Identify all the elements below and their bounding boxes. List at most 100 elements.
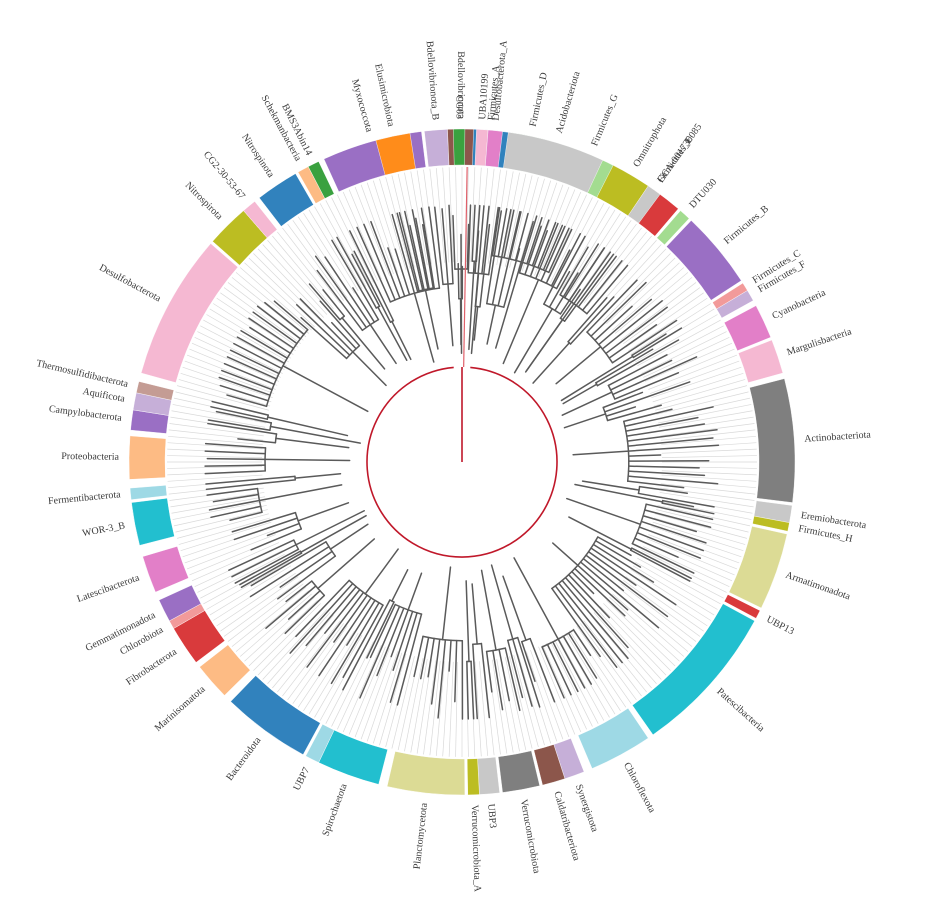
phylum-band-firmicutes-b (666, 220, 742, 301)
leaf-branch (509, 211, 522, 260)
clade-arc (607, 384, 616, 400)
phylum-label: Nitrospirota (183, 180, 225, 222)
leaf-guide-line (171, 496, 266, 514)
leaf-branch (466, 660, 470, 720)
leaf-branch (352, 287, 376, 323)
leaf-branch (567, 296, 608, 343)
leaf-guide-line (635, 561, 718, 610)
leaf-branch (520, 220, 534, 263)
leaf-branch (452, 214, 456, 270)
leaf-branch (582, 557, 625, 592)
leaf-branch (480, 642, 491, 719)
leaf-guide-line (550, 197, 593, 283)
leaf-branch (206, 457, 266, 461)
leaf-branch (206, 487, 259, 496)
leaf-guide-line (646, 538, 735, 576)
leaf-guide-line (191, 542, 280, 582)
phylum-band-bms3abin14 (307, 161, 335, 199)
leaf-branch (356, 226, 392, 303)
leaf-guide-line (579, 623, 637, 701)
leaf-guide-line (220, 292, 299, 348)
leaf-branch (567, 573, 611, 619)
phylum-band-marinisomatota (199, 644, 251, 696)
clade-stem (267, 416, 349, 437)
phylum-label: Bacteroidota (224, 735, 263, 783)
leaf-guide-line (423, 660, 437, 755)
leaf-guide-line (231, 586, 307, 647)
clade-arc (472, 642, 483, 646)
tree-branches (204, 204, 720, 720)
leaf-guide-line (267, 612, 331, 685)
leaf-branch (237, 438, 277, 444)
leaf-branch (601, 300, 663, 350)
leaf-branch (265, 585, 317, 629)
leaf-branch (586, 279, 638, 333)
phylum-label: Verrucomicrobiota (518, 798, 542, 874)
root-arc (366, 366, 558, 558)
leaf-branch (569, 296, 615, 345)
phylum-label: Bdellovibrionota (455, 51, 466, 119)
clade-stem (258, 484, 343, 502)
leaf-branch (573, 251, 612, 305)
leaf-guide-line (612, 267, 685, 331)
leaf-guide-line (360, 649, 394, 740)
leaf-branch (250, 541, 327, 587)
leaf-branch (596, 339, 680, 387)
leaf-guide-line (651, 525, 742, 558)
clade-stem (407, 572, 423, 611)
phylum-band-wor-3-b (131, 497, 175, 546)
leaf-branch (585, 554, 669, 618)
leaf-branch (543, 233, 582, 305)
leaf-guide-line (455, 167, 458, 263)
leaf-guide-line (659, 492, 754, 508)
leaf-guide-line (175, 509, 268, 533)
leaf-guide-line (656, 391, 749, 415)
phylum-band-ubp13 (723, 594, 761, 619)
phylum-band-chloroflexota (577, 707, 649, 769)
leaf-branch (470, 660, 475, 720)
leaf-guide-line (372, 652, 403, 744)
phylum-band-cg03 (453, 128, 466, 166)
leaf-branch (481, 205, 490, 275)
phylum-band-caldatribacteriota (533, 744, 566, 786)
leaf-guide-line (660, 423, 755, 437)
leaf-guide-line (643, 546, 730, 587)
leaf-guide-line (612, 593, 685, 657)
leaf-guide-line (197, 331, 283, 374)
leaf-guide-line (180, 521, 272, 552)
leaf-guide-line (637, 319, 721, 367)
leaf-guide-line (308, 209, 359, 292)
leaf-guide-line (483, 168, 495, 264)
leaf-guide-line (504, 173, 527, 267)
leaf-branch (420, 207, 436, 290)
leaf-branch (210, 406, 269, 420)
phylum-band-fermentibacterota (129, 485, 168, 500)
leaf-guide-line (314, 206, 363, 289)
clade-stem (572, 450, 630, 456)
leaf-branch (498, 648, 510, 702)
leaf-guide-line (474, 167, 482, 263)
leaf-branch (627, 454, 662, 457)
leaf-guide-line (635, 314, 718, 363)
leaf-branch (548, 270, 571, 308)
leaf-guide-line (404, 658, 424, 752)
leaf-branch (318, 597, 372, 677)
phylum-band-armatimonadota (728, 526, 788, 609)
leaf-guide-line (576, 220, 632, 299)
phylum-label: Thermosulfidibacterota (35, 358, 129, 390)
leaf-guide-line (614, 272, 689, 334)
leaf-guide-line (525, 651, 558, 742)
leaf-branch (632, 327, 683, 359)
leaf-branch (409, 224, 426, 292)
leaf-branch (363, 223, 396, 301)
phylum-band-verrucomicrobiota-a (466, 758, 480, 796)
phylum-band-latescibacterota (142, 546, 189, 593)
leaf-branch (625, 416, 699, 432)
leaf-branch (479, 223, 491, 308)
leaf-guide-line (637, 557, 721, 605)
leaf-branch (503, 248, 521, 308)
clade-arc (265, 328, 309, 408)
phylum-band-cyanobacteria (723, 305, 772, 352)
leaf-guide-line (216, 572, 296, 627)
leaf-guide-line (170, 492, 265, 508)
